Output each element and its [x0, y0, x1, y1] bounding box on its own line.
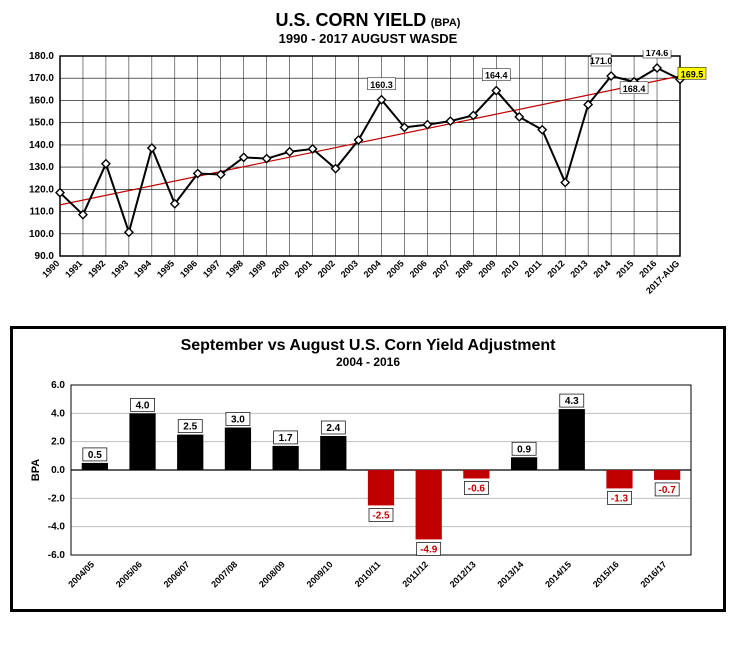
- svg-text:174.6: 174.6: [646, 50, 669, 58]
- svg-text:1999: 1999: [247, 258, 268, 279]
- svg-text:0.0: 0.0: [51, 465, 65, 476]
- svg-text:4.3: 4.3: [565, 396, 579, 407]
- svg-text:2007: 2007: [431, 258, 452, 279]
- svg-text:2000: 2000: [270, 258, 291, 279]
- svg-text:-4.9: -4.9: [420, 544, 438, 555]
- svg-text:1994: 1994: [132, 258, 153, 279]
- svg-text:2015/16: 2015/16: [591, 559, 621, 589]
- svg-text:2009: 2009: [476, 258, 497, 279]
- svg-text:-6.0: -6.0: [48, 550, 66, 561]
- svg-text:169.5: 169.5: [681, 69, 704, 79]
- line-chart-subtitle: 1990 - 2017 AUGUST WASDE: [10, 31, 726, 46]
- svg-text:2.4: 2.4: [326, 423, 340, 434]
- svg-text:2012/13: 2012/13: [448, 559, 478, 589]
- line-chart-title: U.S. CORN YIELD (BPA): [10, 10, 726, 31]
- svg-text:2011/12: 2011/12: [400, 559, 430, 589]
- svg-text:4.0: 4.0: [136, 400, 150, 411]
- svg-text:2002: 2002: [316, 258, 337, 279]
- title-paren: (BPA): [431, 17, 461, 29]
- svg-text:1993: 1993: [109, 258, 130, 279]
- svg-text:2012: 2012: [545, 258, 566, 279]
- svg-text:130.0: 130.0: [29, 162, 54, 173]
- svg-text:-0.6: -0.6: [468, 484, 486, 495]
- svg-text:2006/07: 2006/07: [162, 559, 192, 589]
- svg-text:164.4: 164.4: [485, 71, 508, 81]
- svg-text:2009/10: 2009/10: [305, 559, 335, 589]
- svg-text:1997: 1997: [201, 258, 222, 279]
- svg-text:4.0: 4.0: [51, 408, 65, 419]
- bar-chart-svg: -6.0 -4.0 -2.0 0.0 2.0 4.0 6.0 BPA 0.5 4.0 2.5 3.0 1…: [25, 375, 713, 605]
- svg-text:2010: 2010: [499, 258, 520, 279]
- svg-text:1.7: 1.7: [279, 433, 293, 444]
- svg-text:2008: 2008: [454, 258, 475, 279]
- svg-text:1995: 1995: [155, 258, 176, 279]
- svg-text:2011: 2011: [523, 258, 544, 279]
- svg-text:2016/17: 2016/17: [638, 559, 668, 589]
- svg-text:BPA: BPA: [30, 459, 42, 481]
- svg-text:1992: 1992: [86, 258, 107, 279]
- svg-text:2007/08: 2007/08: [209, 559, 239, 589]
- bar-chart-panel: September vs August U.S. Corn Yield Adju…: [10, 326, 726, 612]
- svg-text:2.5: 2.5: [183, 422, 197, 433]
- svg-text:160.0: 160.0: [29, 95, 54, 106]
- svg-text:0.9: 0.9: [517, 444, 531, 455]
- svg-text:0.5: 0.5: [88, 450, 102, 461]
- svg-text:1996: 1996: [178, 258, 199, 279]
- svg-text:2008/09: 2008/09: [257, 559, 287, 589]
- svg-text:170.0: 170.0: [29, 73, 54, 84]
- svg-text:2001: 2001: [293, 258, 314, 279]
- title-main: U.S. CORN YIELD: [276, 10, 427, 30]
- svg-text:100.0: 100.0: [29, 229, 54, 240]
- svg-text:1991: 1991: [63, 258, 84, 279]
- svg-text:110.0: 110.0: [30, 207, 55, 218]
- svg-text:-0.7: -0.7: [659, 485, 677, 496]
- svg-text:-1.3: -1.3: [611, 493, 629, 504]
- bar-chart-title: September vs August U.S. Corn Yield Adju…: [25, 337, 711, 355]
- line-chart-svg: 90.0100.0110.0120.0130.0140.0150.0160.01…: [10, 50, 726, 310]
- svg-text:-2.0: -2.0: [48, 493, 66, 504]
- svg-text:120.0: 120.0: [29, 184, 54, 195]
- svg-text:-2.5: -2.5: [372, 510, 390, 521]
- svg-text:2003: 2003: [339, 258, 360, 279]
- svg-text:180.0: 180.0: [29, 51, 54, 62]
- svg-text:168.4: 168.4: [623, 84, 646, 94]
- svg-text:2006: 2006: [408, 258, 429, 279]
- svg-text:2004: 2004: [362, 258, 383, 279]
- svg-text:2014: 2014: [591, 258, 612, 279]
- svg-text:2014/15: 2014/15: [543, 559, 573, 589]
- svg-text:2010/11: 2010/11: [353, 559, 383, 589]
- line-chart-container: U.S. CORN YIELD (BPA) 1990 - 2017 AUGUST…: [10, 10, 726, 310]
- svg-text:171.0: 171.0: [590, 56, 613, 66]
- svg-text:6.0: 6.0: [51, 380, 65, 391]
- svg-text:2013: 2013: [568, 258, 589, 279]
- svg-text:2005/06: 2005/06: [114, 559, 144, 589]
- svg-text:2005: 2005: [385, 258, 406, 279]
- svg-text:2013/14: 2013/14: [495, 559, 525, 589]
- svg-text:2.0: 2.0: [51, 437, 65, 448]
- svg-text:2004/05: 2004/05: [66, 559, 96, 589]
- svg-text:150.0: 150.0: [29, 118, 54, 129]
- svg-text:1998: 1998: [224, 258, 245, 279]
- svg-text:3.0: 3.0: [231, 415, 245, 426]
- bar-chart-subtitle: 2004 - 2016: [25, 355, 711, 369]
- svg-text:-4.0: -4.0: [48, 522, 66, 533]
- svg-text:140.0: 140.0: [29, 140, 54, 151]
- svg-text:2015: 2015: [614, 258, 635, 279]
- svg-text:160.3: 160.3: [370, 80, 393, 90]
